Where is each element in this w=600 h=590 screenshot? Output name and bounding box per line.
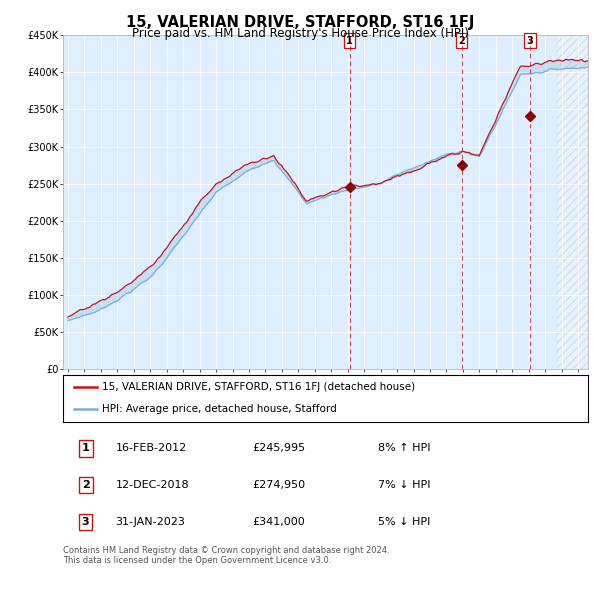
Text: 31-JAN-2023: 31-JAN-2023 [115,517,185,527]
Text: Price paid vs. HM Land Registry's House Price Index (HPI): Price paid vs. HM Land Registry's House … [131,27,469,40]
Text: 12-DEC-2018: 12-DEC-2018 [115,480,189,490]
Text: HPI: Average price, detached house, Stafford: HPI: Average price, detached house, Staf… [103,404,337,414]
Text: 3: 3 [527,35,533,45]
Text: £245,995: £245,995 [252,444,305,454]
Text: £274,950: £274,950 [252,480,305,490]
Text: 1: 1 [82,444,89,454]
Text: 15, VALERIAN DRIVE, STAFFORD, ST16 1FJ (detached house): 15, VALERIAN DRIVE, STAFFORD, ST16 1FJ (… [103,382,415,392]
Text: 5% ↓ HPI: 5% ↓ HPI [378,517,430,527]
Text: 16-FEB-2012: 16-FEB-2012 [115,444,187,454]
Text: 1: 1 [346,35,353,45]
Text: 7% ↓ HPI: 7% ↓ HPI [378,480,431,490]
Text: 2: 2 [458,35,465,45]
Text: 2: 2 [82,480,89,490]
Text: £341,000: £341,000 [252,517,305,527]
Text: 15, VALERIAN DRIVE, STAFFORD, ST16 1FJ: 15, VALERIAN DRIVE, STAFFORD, ST16 1FJ [126,15,474,30]
Text: 3: 3 [82,517,89,527]
Text: 8% ↑ HPI: 8% ↑ HPI [378,444,431,454]
Bar [557,35,588,369]
Text: Contains HM Land Registry data © Crown copyright and database right 2024.
This d: Contains HM Land Registry data © Crown c… [63,546,389,565]
